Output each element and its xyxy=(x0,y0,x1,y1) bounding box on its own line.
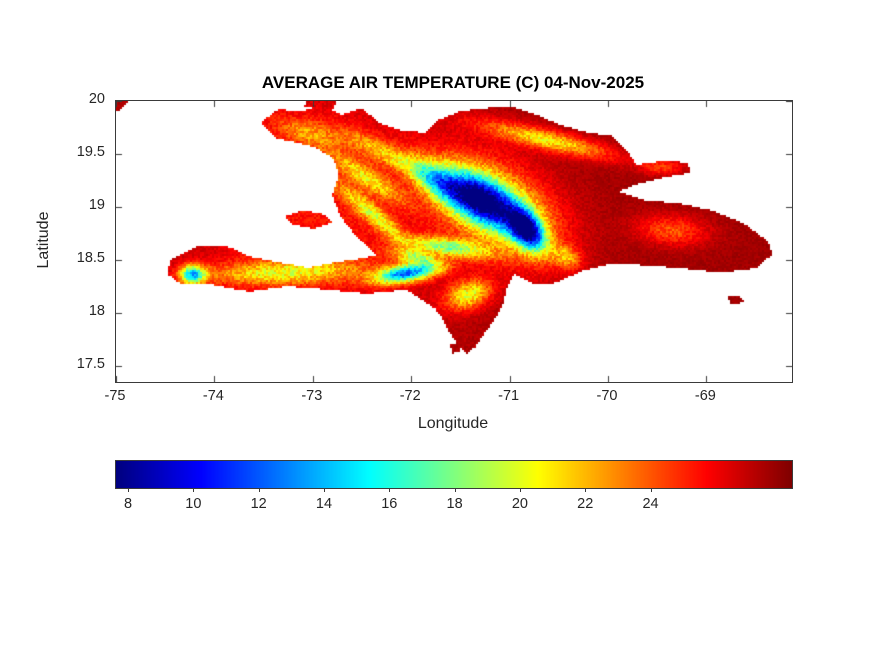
colorbar xyxy=(115,460,793,489)
x-tick-label: -72 xyxy=(399,388,421,404)
y-tick-label: 18.5 xyxy=(76,250,105,267)
colorbar-tick-mark xyxy=(520,488,521,492)
chart-title: AVERAGE AIR TEMPERATURE (C) 04-Nov-2025 xyxy=(261,73,645,92)
colorbar-tick-label: 20 xyxy=(511,496,528,512)
x-tick-label: -74 xyxy=(202,388,224,404)
colorbar-tick-mark xyxy=(128,488,129,492)
colorbar-tick-label: 12 xyxy=(250,496,267,512)
colorbar-tick-mark xyxy=(389,488,390,492)
colorbar-tick-mark xyxy=(193,488,194,492)
colorbar-tick-mark xyxy=(455,488,456,492)
y-tick-label: 19.5 xyxy=(76,144,105,161)
temperature-map-canvas xyxy=(116,101,792,382)
colorbar-tick-label: 18 xyxy=(446,496,463,512)
y-tick-label: 17.5 xyxy=(76,356,105,373)
colorbar-tick-mark xyxy=(259,488,260,492)
x-tick-label: -71 xyxy=(498,388,520,404)
y-tick-label: 19 xyxy=(88,197,105,214)
colorbar-tick-mark xyxy=(585,488,586,492)
x-tick-label: -70 xyxy=(596,388,618,404)
colorbar-tick-label: 10 xyxy=(185,496,202,512)
x-axis-label: Longitude xyxy=(417,415,489,432)
x-tick-label: -69 xyxy=(694,388,716,404)
colorbar-tick-label: 8 xyxy=(124,496,133,512)
colorbar-tick-label: 24 xyxy=(642,496,659,512)
colorbar-tick-label: 14 xyxy=(315,496,333,512)
colorbar-tick-label: 22 xyxy=(577,496,594,512)
plot-area xyxy=(115,100,793,383)
y-tick-label: 20 xyxy=(88,91,105,107)
x-tick-label: -73 xyxy=(301,388,323,404)
colorbar-tick-label: 16 xyxy=(381,496,398,512)
colorbar-gradient-canvas xyxy=(116,461,792,488)
x-tick-label: -75 xyxy=(104,388,126,404)
colorbar-tick-mark xyxy=(324,488,325,492)
y-tick-label: 18 xyxy=(88,303,105,320)
colorbar-tick-mark xyxy=(651,488,652,492)
